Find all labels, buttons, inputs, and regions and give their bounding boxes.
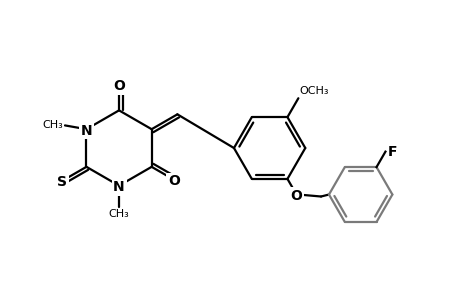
Text: N: N (113, 180, 124, 194)
Text: CH₃: CH₃ (108, 209, 129, 219)
Text: O: O (290, 189, 302, 203)
Text: F: F (386, 145, 396, 159)
Text: O: O (168, 174, 179, 188)
Text: O: O (113, 79, 125, 93)
Text: N: N (80, 124, 92, 138)
Text: O: O (290, 189, 302, 203)
Text: O: O (168, 174, 179, 188)
Text: N: N (113, 180, 124, 194)
Text: N: N (80, 124, 92, 138)
Text: O: O (113, 79, 125, 93)
Text: OCH₃: OCH₃ (299, 86, 328, 96)
Text: S: S (57, 175, 67, 189)
Text: CH₃: CH₃ (42, 120, 63, 130)
Text: S: S (57, 175, 67, 189)
